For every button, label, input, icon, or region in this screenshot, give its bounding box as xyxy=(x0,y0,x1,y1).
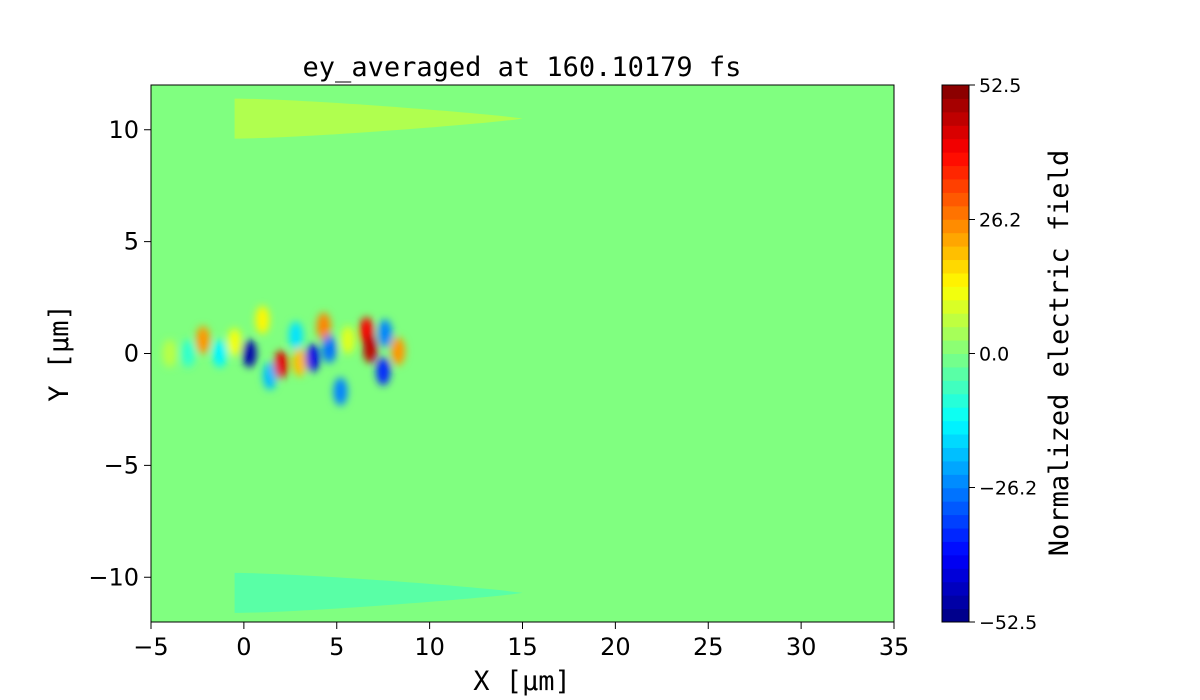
colorbar-band xyxy=(942,111,969,126)
colorbar-label: Normalized electric field xyxy=(1044,150,1075,556)
colorbar-band xyxy=(942,393,969,408)
colorbar-band xyxy=(942,460,969,475)
field-background xyxy=(151,85,894,622)
y-tick-label: 0 xyxy=(124,340,139,368)
colorbar-band xyxy=(942,219,969,234)
colorbar-band xyxy=(942,259,969,274)
colorbar-band xyxy=(942,232,969,247)
field-blob xyxy=(255,305,270,334)
plot-area xyxy=(150,84,895,623)
colorbar-band xyxy=(942,514,969,529)
colorbar-band xyxy=(942,554,969,569)
y-axis-ticks: −10 −5 0 5 10 xyxy=(88,116,151,591)
field-blob xyxy=(391,337,406,366)
colorbar-band xyxy=(942,205,969,220)
field-blob xyxy=(227,328,242,357)
field-blob xyxy=(378,319,393,348)
y-tick-label: −5 xyxy=(104,451,139,479)
colorbar-band xyxy=(942,272,969,287)
colorbar-band xyxy=(942,434,969,448)
colorbar-band xyxy=(942,286,969,301)
field-blob xyxy=(292,348,307,377)
edge-band xyxy=(234,98,523,139)
y-tick-label: 5 xyxy=(124,228,139,256)
colorbar-band xyxy=(942,138,969,153)
field-blob xyxy=(274,350,289,379)
colorbar-band xyxy=(942,326,969,341)
colorbar-band xyxy=(942,528,969,542)
colorbar-band xyxy=(942,595,969,610)
colorbar-band xyxy=(942,581,969,596)
colorbar-band xyxy=(942,246,969,261)
colorbar-band xyxy=(942,407,969,422)
field-blob xyxy=(262,361,277,390)
field-blob xyxy=(333,377,348,406)
x-tick-label: 10 xyxy=(414,633,445,661)
y-tick-label: −10 xyxy=(88,563,139,591)
colorbar-band xyxy=(942,313,969,328)
field-blob xyxy=(316,312,331,341)
field-blob xyxy=(363,335,378,364)
y-axis-label: Y [μm] xyxy=(44,304,75,402)
edge-band xyxy=(234,572,523,613)
field-blob xyxy=(242,339,257,368)
colorbar-band xyxy=(942,125,969,140)
colorbar-band xyxy=(942,487,969,502)
chart-title: ey_averaged at 160.10179 fs xyxy=(303,52,742,83)
colorbar-band xyxy=(942,380,969,395)
x-axis-ticks: −5 0 5 10 15 20 25 30 35 xyxy=(133,622,909,661)
colorbar-band xyxy=(942,366,969,381)
colorbar-band xyxy=(942,178,969,193)
field-blob xyxy=(181,339,196,368)
x-tick-label: 20 xyxy=(600,633,631,661)
y-tick-label: 10 xyxy=(108,116,139,144)
field-blob xyxy=(305,343,320,372)
colorbar-bands xyxy=(942,85,969,623)
x-tick-label: −5 xyxy=(133,633,168,661)
field-blob xyxy=(212,339,227,368)
colorbar-band xyxy=(942,447,969,462)
x-tick-label: 35 xyxy=(879,633,910,661)
x-tick-label: 5 xyxy=(329,633,344,661)
field-blobs xyxy=(162,305,406,406)
colorbar-band xyxy=(942,299,969,314)
colorbar-band xyxy=(942,192,969,207)
edge-bands xyxy=(234,98,523,613)
colorbar-band xyxy=(942,165,969,180)
colorbar-tick-label: 26.2 xyxy=(979,210,1021,232)
field-blob xyxy=(340,326,355,355)
x-tick-label: 25 xyxy=(693,633,724,661)
colorbar-band xyxy=(942,541,969,556)
x-tick-label: 15 xyxy=(507,633,538,661)
colorbar-tick-label: 0.0 xyxy=(979,344,1009,366)
colorbar-tick-label: −26.2 xyxy=(979,477,1037,499)
colorbar-band xyxy=(942,568,969,583)
x-tick-label: 0 xyxy=(236,633,251,661)
colorbar-band xyxy=(942,152,969,167)
colorbar: −52.5 −26.2 0.0 26.2 52.5 Normalized electri… xyxy=(941,75,1075,634)
colorbar-band xyxy=(942,608,969,623)
field-blob xyxy=(162,339,177,368)
colorbar-tick-label: −52.5 xyxy=(979,612,1037,634)
x-tick-label: 30 xyxy=(786,633,817,661)
colorbar-band xyxy=(942,85,969,99)
field-blob xyxy=(288,321,303,350)
x-axis-label: X [μm] xyxy=(473,666,571,697)
colorbar-band xyxy=(942,98,969,113)
field-blob xyxy=(196,326,211,355)
colorbar-tick-label: 52.5 xyxy=(979,75,1021,97)
colorbar-band xyxy=(942,474,969,489)
colorbar-ticks: −52.5 −26.2 0.0 26.2 52.5 xyxy=(969,75,1037,634)
field-blob xyxy=(322,335,337,364)
field-blob xyxy=(376,357,391,386)
colorbar-band xyxy=(942,340,969,354)
colorbar-band xyxy=(942,501,969,516)
colorbar-band xyxy=(942,353,969,368)
colorbar-band xyxy=(942,420,969,435)
